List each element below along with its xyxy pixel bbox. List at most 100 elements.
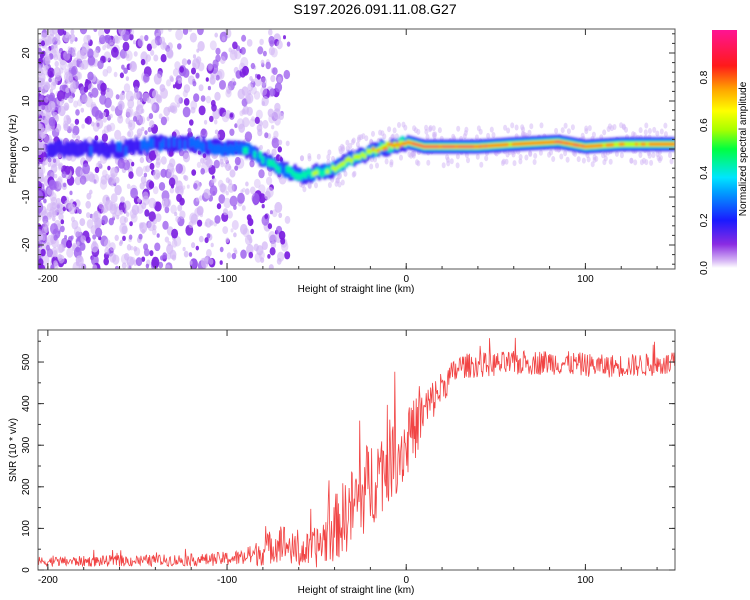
noise-speckle bbox=[177, 77, 183, 85]
noise-speckle bbox=[38, 181, 43, 192]
noise-speckle bbox=[69, 83, 77, 94]
noise-speckle bbox=[587, 125, 592, 132]
ridge-cell bbox=[342, 160, 345, 166]
ridge-cell bbox=[508, 142, 512, 147]
noise-speckle bbox=[183, 250, 189, 258]
noise-speckle bbox=[83, 34, 91, 45]
noise-speckle bbox=[268, 264, 274, 269]
ridge-cell bbox=[86, 142, 90, 157]
noise-speckle bbox=[445, 154, 450, 161]
ridge-cell bbox=[62, 144, 66, 159]
noise-speckle bbox=[189, 260, 193, 265]
noise-speckle bbox=[192, 62, 197, 68]
noise-speckle bbox=[43, 116, 49, 124]
ridge-cell bbox=[637, 141, 641, 147]
noise-speckle bbox=[108, 217, 115, 226]
noise-speckle bbox=[109, 113, 113, 119]
noise-speckle bbox=[190, 106, 196, 114]
ridge-cell bbox=[178, 139, 182, 150]
noise-speckle bbox=[573, 150, 577, 157]
noise-speckle bbox=[207, 85, 211, 91]
ridge-cell bbox=[613, 142, 617, 147]
noise-speckle bbox=[656, 155, 661, 161]
ridge-cell bbox=[648, 142, 652, 146]
ridge-cell bbox=[446, 145, 450, 148]
ridge-cell bbox=[506, 143, 509, 147]
noise-speckle bbox=[619, 152, 624, 159]
noise-speckle bbox=[166, 244, 174, 255]
noise-speckle bbox=[198, 105, 206, 116]
ridge-cell bbox=[535, 141, 539, 145]
ridge-cell bbox=[406, 140, 410, 144]
ridge-cell bbox=[667, 142, 671, 146]
noise-speckle bbox=[50, 45, 54, 50]
noise-speckle bbox=[196, 161, 202, 168]
ridge-cell bbox=[76, 143, 79, 158]
noise-speckle bbox=[99, 179, 108, 190]
noise-speckle bbox=[644, 122, 649, 129]
ridge-cell bbox=[296, 172, 300, 181]
noise-speckle bbox=[179, 66, 184, 73]
ridge-cell bbox=[398, 144, 402, 148]
ridge-cell bbox=[299, 173, 302, 181]
noise-speckle bbox=[49, 88, 54, 94]
noise-speckle bbox=[182, 68, 190, 78]
ridge-cell bbox=[94, 139, 98, 154]
noise-speckle bbox=[170, 204, 177, 214]
ridge-cell bbox=[256, 152, 259, 163]
noise-speckle bbox=[52, 158, 57, 163]
noise-speckle bbox=[141, 108, 145, 114]
ridge-cell bbox=[350, 158, 354, 163]
noise-speckle bbox=[250, 62, 256, 70]
noise-speckle bbox=[668, 152, 672, 159]
noise-speckle bbox=[102, 112, 107, 117]
noise-speckle bbox=[155, 157, 162, 166]
ridge-cell bbox=[328, 166, 332, 174]
noise-speckle bbox=[179, 210, 186, 219]
noise-speckle bbox=[139, 157, 145, 164]
noise-speckle bbox=[327, 149, 332, 156]
ridge-cell bbox=[498, 143, 501, 147]
noise-speckle bbox=[79, 29, 88, 35]
ridge-cell bbox=[315, 170, 319, 176]
noise-speckle bbox=[264, 190, 271, 200]
noise-speckle bbox=[277, 76, 282, 83]
colorbar-label: Normalized spectral amplitude bbox=[738, 81, 749, 216]
noise-speckle bbox=[643, 129, 648, 136]
noise-speckle bbox=[416, 128, 421, 135]
ridge-cell bbox=[385, 146, 388, 150]
noise-speckle bbox=[644, 159, 649, 166]
ridge-cell bbox=[164, 136, 168, 151]
ridge-cell bbox=[430, 145, 434, 148]
noise-speckle bbox=[261, 96, 269, 107]
ridge-cell bbox=[320, 170, 324, 178]
noise-speckle bbox=[70, 235, 74, 240]
noise-speckle bbox=[264, 214, 269, 219]
noise-speckle bbox=[214, 91, 221, 101]
noise-speckle bbox=[266, 149, 271, 155]
noise-speckle bbox=[189, 119, 194, 126]
noise-speckle bbox=[234, 156, 241, 166]
noise-speckle bbox=[118, 29, 126, 36]
noise-speckle bbox=[129, 60, 137, 70]
noise-speckle bbox=[314, 182, 318, 189]
ridge-cell bbox=[567, 142, 571, 146]
noise-speckle bbox=[171, 228, 179, 239]
noise-speckle bbox=[647, 128, 652, 134]
noise-speckle bbox=[307, 153, 312, 159]
ridge-cell bbox=[586, 144, 590, 148]
noise-speckle bbox=[351, 137, 356, 144]
y-tick-label: 200 bbox=[21, 478, 32, 495]
noise-speckle bbox=[240, 223, 248, 235]
ridge-cell bbox=[670, 142, 673, 146]
ridge-cell bbox=[167, 137, 171, 148]
ridge-cell bbox=[92, 139, 95, 154]
noise-speckle bbox=[592, 156, 597, 163]
ridge-cell bbox=[444, 145, 448, 148]
ridge-cell bbox=[664, 142, 668, 146]
noise-speckle bbox=[237, 192, 245, 204]
y-tick-label: 0 bbox=[21, 146, 32, 152]
noise-speckle bbox=[384, 158, 389, 165]
noise-speckle bbox=[128, 234, 133, 240]
noise-speckle bbox=[71, 216, 75, 223]
